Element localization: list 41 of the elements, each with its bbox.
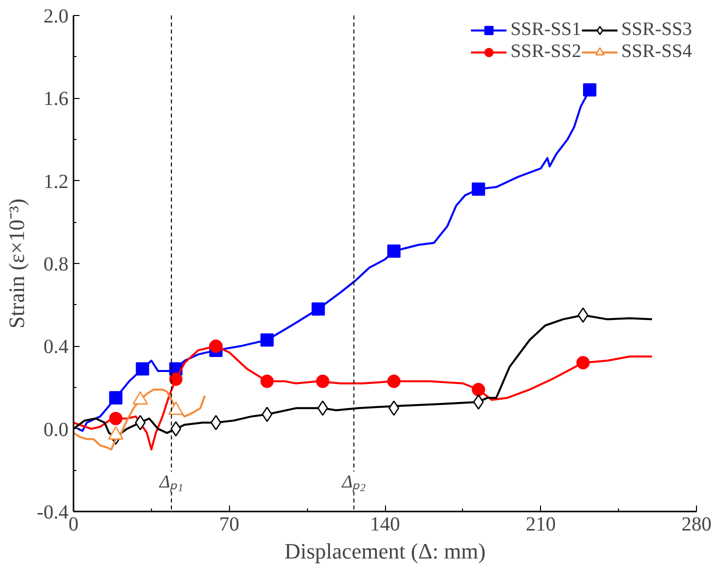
point <box>109 412 122 426</box>
y-axis-title: Strain (ε×10⁻³) <box>4 198 29 328</box>
point <box>583 83 596 97</box>
point <box>472 382 486 396</box>
point <box>317 400 328 416</box>
point <box>388 400 400 416</box>
point <box>316 374 330 388</box>
x-tick-label: 70 <box>219 514 240 536</box>
point <box>170 421 182 436</box>
point <box>260 374 274 388</box>
point <box>169 372 182 386</box>
legend-label: SSR-SS2 <box>510 41 582 63</box>
point <box>312 302 325 316</box>
point <box>136 362 150 376</box>
point <box>387 374 401 388</box>
x-tick-label: 0 <box>68 514 78 536</box>
ref-line-label: Δₚ₁ <box>158 472 184 493</box>
y-tick-label: 1.6 <box>44 88 68 110</box>
y-tick-label: -0.4 <box>36 502 69 524</box>
y-tick-label: 2.0 <box>44 6 68 28</box>
point <box>209 340 223 353</box>
point <box>134 414 146 430</box>
y-tick-label: 0.8 <box>44 254 68 276</box>
legend-label: SSR-SS1 <box>510 19 582 41</box>
legend-label: SSR-SS4 <box>621 41 692 63</box>
x-tick-label: 140 <box>370 514 400 536</box>
legend-label: SSR-SS3 <box>621 19 692 41</box>
point <box>472 182 486 196</box>
y-tick-label: 1.2 <box>44 170 68 193</box>
line-series <box>74 388 206 450</box>
point <box>387 244 401 258</box>
point <box>109 391 122 404</box>
point <box>576 356 590 370</box>
point <box>578 308 588 323</box>
point <box>260 333 274 347</box>
x-tick-label: 210 <box>526 514 556 536</box>
x-tick-label: 280 <box>682 514 712 536</box>
y-tick-label: 0.0 <box>44 418 68 441</box>
ref-line-label: Δₚ₂ <box>340 472 366 493</box>
y-tick-label: 0.4 <box>44 336 68 358</box>
x-axis-title: Displacement (Δ: mm) <box>284 538 486 564</box>
